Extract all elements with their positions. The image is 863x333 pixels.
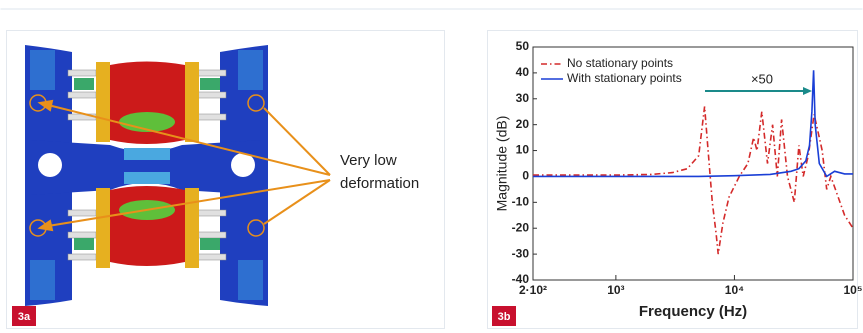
- x-tick-label: 2·10²: [519, 283, 547, 297]
- x-axis-label: Frequency (Hz): [639, 303, 747, 320]
- panel-label: 3b: [498, 311, 511, 323]
- figure: Very low deformation 3a 3b -40-30-20-100…: [0, 0, 863, 333]
- y-tick-label: 40: [516, 65, 530, 79]
- top-rule: [1, 9, 863, 10]
- annotation: Very low: [340, 152, 397, 169]
- y-tick-label: -30: [512, 246, 530, 260]
- y-tick-label: 0: [522, 169, 529, 183]
- x-tick-label: 10³: [607, 283, 624, 297]
- y-tick-label: -20: [512, 220, 530, 234]
- y-tick-label: 20: [516, 117, 530, 131]
- x-tick-label: 10⁵: [844, 283, 863, 297]
- x-tick-label: 10⁴: [725, 283, 744, 297]
- annotation: deformation: [340, 175, 419, 192]
- legend-label: No stationary points: [567, 56, 673, 70]
- panel-label: 3a: [18, 311, 31, 323]
- annotation: ×50: [751, 71, 773, 86]
- y-tick-label: -10: [512, 195, 530, 209]
- y-tick-label: 10: [516, 143, 530, 157]
- y-axis-label: Magnitude (dB): [494, 116, 510, 212]
- y-tick-label: 30: [516, 91, 530, 105]
- page: Very low deformation 3a 3b -40-30-20-100…: [0, 0, 863, 333]
- y-tick-label: 50: [516, 39, 530, 53]
- legend-label: With stationary points: [567, 71, 682, 85]
